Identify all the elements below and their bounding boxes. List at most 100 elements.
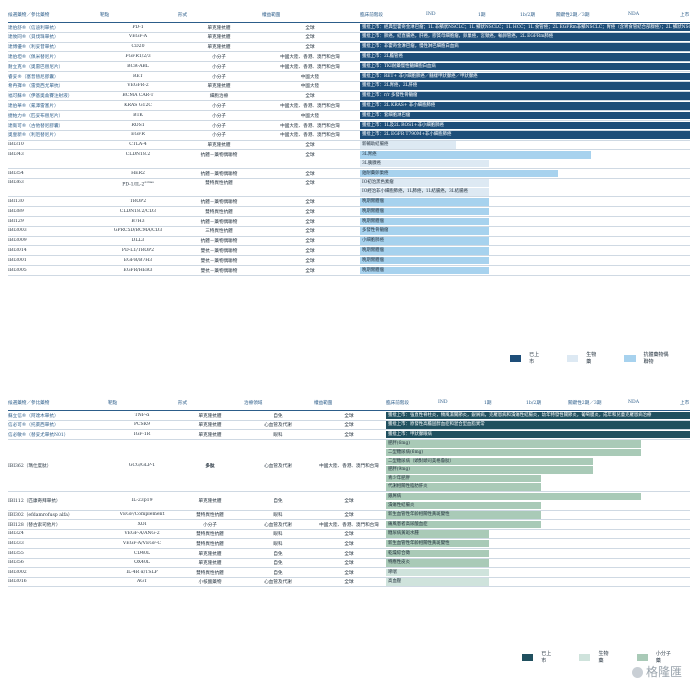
scope: 全球 — [344, 499, 354, 505]
form: 抗體－藥物偶聯物 — [200, 239, 238, 245]
progress-bar: 獲批上市：r/r 多發性骨髓瘤 — [360, 92, 690, 100]
therapeutic-area: 心血管及代謝 — [264, 580, 292, 586]
scope: 全球 — [305, 229, 315, 235]
drug-name: IBI130 — [8, 198, 24, 204]
progress-bar: 高血壓 — [386, 578, 490, 586]
header-cell: 候選藥物／參比藥物 — [8, 13, 50, 18]
drug-name: IBI362（瑪仕度肽） — [8, 463, 52, 469]
progress-bar: 痛風患者高尿酸血症 — [386, 520, 542, 529]
form: 多肽 — [205, 463, 215, 469]
scope: 全球 — [344, 513, 354, 519]
drug-name: IBI389 — [8, 208, 24, 214]
progress-bar: 獲批上市：1L及2L ROS1+非小細胞肺癌 — [360, 121, 690, 130]
scope: 中國大陸 — [300, 84, 320, 90]
header-cell: 臨床前階段 — [360, 13, 383, 18]
legend-label: 已上市 — [529, 352, 540, 365]
progress-bar: 新生血管性年齡相關性黃斑變性 — [386, 511, 542, 519]
table-row: IBI3003 GPRC5D/BCMA/CD3 三特異性抗體 全球 多發性骨髓瘤 — [8, 227, 690, 237]
form: 雙抗－藥物偶聯物 — [200, 268, 238, 274]
progress-bar: 新輔助結腸癌 — [360, 141, 456, 149]
table-row: IBI354 HER2 抗體－藥物偶聯物 全球 鉑耐藥卵巢癌 — [8, 169, 690, 179]
drug-name: IBI3002 — [8, 569, 27, 575]
target: VEGF-A/VEGF-C — [122, 540, 162, 546]
header-cell: 形式 — [178, 13, 188, 18]
header-cell: 1期 — [484, 401, 492, 406]
scope: 全球 — [305, 143, 315, 149]
target: CD40L — [133, 550, 151, 556]
target: GCG/GLP-1 — [128, 462, 156, 468]
target: VEGF-A — [128, 34, 148, 40]
header-cell: 形式 — [178, 401, 188, 406]
legend-item: 生物藥 — [579, 650, 610, 664]
table-header: 候選藥物／參比藥物 靶點 形式 治療領域 權益範圍 臨床前階段 IND 1期 1b/2期 關鍵性2… — [8, 398, 690, 411]
progress-bar: 鉑耐藥卵巢癌 — [360, 169, 558, 178]
target: CTLA-4 — [129, 142, 147, 148]
drug-name: IBI363 — [8, 180, 24, 186]
form: 小核酸藥物 — [198, 580, 222, 586]
drug-name: 奧壹新®（利厄替尼片） — [8, 133, 59, 139]
drug-name: IBI3005 — [8, 267, 27, 273]
legend-item: 生物藥 — [567, 351, 598, 365]
legend-swatch — [522, 653, 534, 661]
table-row: IBI128（替古索司他片） XOI 小分子 心血管及代謝 中國大陸、香港、澳門和台灣 痛… — [8, 520, 690, 530]
drug-name: IBI302（efdamrofusp alfa） — [8, 513, 73, 519]
legend-swatch — [636, 653, 648, 661]
table-row: IBI362（瑪仕度肽） GCG/GLP-1 多肽 心血管及代謝 中國大陸、香港、澳門和… — [8, 440, 690, 493]
header-cell: 1b/2期 — [526, 401, 541, 406]
target: EGFR/HER3 — [123, 267, 153, 273]
table-row: IBI3005 EGFR/HER3 雙抗－藥物偶聯物 全球 晚期實體瘤 — [8, 266, 690, 276]
form: 小分子 — [212, 123, 226, 129]
legend-label: 小分子藥 — [655, 651, 671, 664]
scope: 全球 — [344, 551, 354, 557]
scope: 全球 — [344, 541, 354, 547]
form: 小分子 — [212, 74, 226, 80]
form: 小分子 — [212, 113, 226, 119]
legend-swatch — [567, 354, 579, 362]
drug-name: IBI128（替古索司他片） — [8, 522, 61, 528]
drug-name: 達伯舒®（信迪利單抗） — [8, 25, 59, 31]
scope: 全球 — [305, 219, 315, 225]
legend-swatch — [510, 354, 522, 362]
progress-bar: 多發性骨髓瘤 — [360, 227, 489, 235]
header-cell: 候選藥物／參比藥物 — [8, 401, 50, 406]
progress-bar: 新生血管性年齡相關性黃斑變性 — [386, 539, 490, 548]
table-row: IBI355 CD40L 單克隆抗體 自免 全球 乾燥綜合徵 — [8, 549, 690, 559]
scope: 全球 — [344, 561, 354, 567]
form: 單克隆抗體 — [198, 432, 222, 438]
therapeutic-area: 眼科 — [273, 432, 283, 438]
target: GPRC5D/BCMA/CD3 — [113, 228, 163, 234]
table-row: IBI356 OX40L 單克隆抗體 自免 全球 特應性皮炎 — [8, 559, 690, 569]
drug-name: IBI343 — [8, 151, 24, 157]
form: 雙特異性抗體 — [196, 532, 224, 538]
target: RET — [133, 73, 143, 79]
table-row: 達博優®（利妥昔單抗） CD20 單克隆抗體 全球 獲批上市：非霍奇金淋巴瘤，慢性淋巴細… — [8, 43, 690, 53]
progress-bar: 獲批上市：經典型霍奇金淋巴瘤；1L 非鱗狀NSCLC；1L 鱗狀NSCLC；1L… — [360, 23, 690, 32]
target: PD-1 — [132, 24, 144, 30]
table-row: 蘇立信®（阿達木單抗） TNF-α 單克隆抗體 自免 全球 獲批上市：強直性脊柱炎，類風濕… — [8, 411, 690, 421]
drug-name: IBI129 — [8, 218, 24, 224]
drug-name: 福可蘇®（伊基奧侖賽注射液） — [8, 94, 73, 100]
target: EGFR/B7H3 — [123, 257, 153, 263]
progress-bar: 獲批上市：RET+ 非小細胞肺癌／髓樣甲狀腺癌／甲狀腺癌 — [360, 72, 690, 81]
header-cell: 權益範圍 — [314, 401, 333, 406]
scope: 中國大陸、香港、澳門和台灣 — [280, 64, 340, 70]
scope: 全球 — [344, 570, 354, 576]
scope: 中國大陸、香港、澳門和台灣 — [319, 463, 379, 469]
legend-swatch — [579, 653, 591, 661]
table-row: IBI343 CLDN18.2 抗體－藥物偶聯物 全球 3L胃癌 3L胰腺癌 — [8, 150, 690, 169]
target: VEGF/Complement — [119, 512, 165, 518]
scope: 全球 — [305, 209, 315, 215]
progress-bar: 小細胞肺癌 — [360, 237, 489, 245]
legend-general: 已上市 生物藥 小分子藥 — [522, 650, 698, 664]
progress-bar: 哮喘 — [386, 568, 490, 577]
table-body: 蘇立信®（阿達木單抗） TNF-α 單克隆抗體 自免 全球 獲批上市：強直性脊柱炎，類風濕… — [8, 411, 690, 588]
table-row: IBI324 VEGF-A/ANG-2 雙特異性抗體 眼科 全球 糖尿病黃斑水腫 — [8, 530, 690, 540]
form: 雙特異性抗體 — [196, 513, 224, 519]
target: IL-4R α/TSLP — [126, 569, 158, 575]
form: 細胞治療 — [209, 94, 229, 100]
drug-name: IBI3016 — [8, 579, 27, 585]
scope: 全球 — [344, 423, 354, 429]
drug-name: IBI354 — [8, 170, 24, 176]
table-row: 捷帕力®（匹妥布替尼片） BTK 小分子 中國大陸 獲批上市：套細胞淋巴瘤 — [8, 111, 690, 121]
form: 雙特異性抗體 — [196, 541, 224, 547]
